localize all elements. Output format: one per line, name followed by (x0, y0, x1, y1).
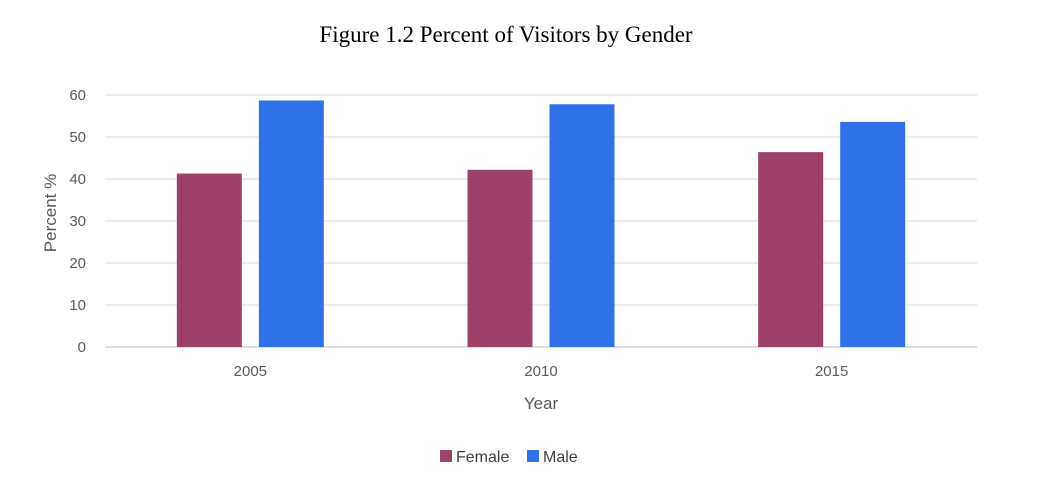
x-axis-title: Year (524, 394, 559, 413)
legend-swatch-male (527, 450, 539, 462)
y-axis-ticks: 0 10 20 30 40 50 60 (69, 87, 86, 356)
x-axis-ticks: 2005 2010 2015 (234, 363, 849, 380)
x-tick-label: 2005 (234, 363, 267, 380)
y-tick-label: 50 (69, 129, 86, 146)
y-tick-label: 60 (69, 87, 86, 104)
bar-female-2005 (176, 173, 242, 347)
bars (176, 100, 906, 348)
bar-male-2010 (549, 104, 615, 348)
bar-male-2015 (840, 121, 906, 347)
x-tick-label: 2010 (524, 363, 557, 380)
legend-label-female: Female (456, 449, 509, 466)
y-tick-label: 0 (78, 339, 86, 356)
y-tick-label: 30 (69, 213, 86, 230)
legend: Female Male (440, 449, 578, 466)
y-axis-title: Percent % (41, 174, 60, 252)
legend-label-male: Male (543, 449, 578, 466)
y-tick-label: 20 (69, 255, 86, 272)
bar-female-2015 (758, 152, 824, 347)
gridlines (105, 94, 977, 348)
legend-swatch-female (440, 450, 452, 462)
bar-male-2005 (258, 100, 324, 348)
chart-title: Figure 1.2 Percent of Visitors by Gender (319, 22, 692, 47)
bar-female-2010 (467, 169, 533, 347)
x-tick-label: 2015 (815, 363, 848, 380)
y-tick-label: 40 (69, 171, 86, 188)
y-tick-label: 10 (69, 297, 86, 314)
